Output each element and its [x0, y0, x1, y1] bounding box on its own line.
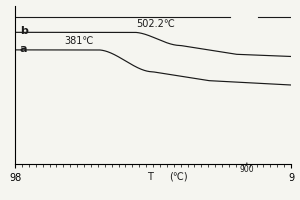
Text: 502.2℃: 502.2℃ — [136, 19, 175, 29]
Text: T: T — [147, 172, 153, 182]
Text: b: b — [20, 26, 28, 36]
Text: 381℃: 381℃ — [65, 36, 94, 46]
Text: (℃): (℃) — [169, 172, 188, 182]
Text: a: a — [20, 44, 28, 54]
Text: 900: 900 — [239, 165, 254, 174]
